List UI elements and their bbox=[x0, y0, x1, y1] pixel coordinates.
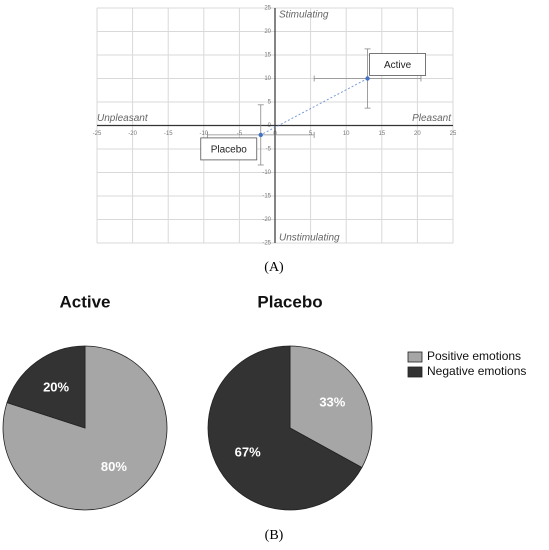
pie-title: Placebo bbox=[257, 292, 322, 311]
y-tick-label: 15 bbox=[264, 53, 271, 59]
pie-slice bbox=[289, 345, 373, 469]
legend-swatch bbox=[407, 351, 423, 363]
callout-box bbox=[200, 137, 258, 161]
x-tick-label: 10 bbox=[343, 131, 350, 137]
y-tick-label: -5 bbox=[266, 147, 272, 153]
x-tick-label: -15 bbox=[164, 131, 173, 137]
x-tick-label: -25 bbox=[93, 131, 102, 137]
x-tick-label: -20 bbox=[128, 131, 137, 137]
axis-label: Stimulating bbox=[279, 10, 329, 21]
pie-slice bbox=[207, 345, 363, 511]
y-tick-label: 10 bbox=[264, 76, 271, 82]
trend-line bbox=[260, 78, 368, 136]
value-label: 67% bbox=[235, 444, 261, 459]
y-tick-label: -15 bbox=[262, 194, 271, 200]
y-tick-label: -25 bbox=[262, 241, 271, 247]
y-tick-label: -20 bbox=[262, 217, 271, 223]
x-tick-label: 25 bbox=[450, 131, 457, 137]
value-label: 80% bbox=[101, 459, 127, 474]
x-tick-label: 20 bbox=[414, 131, 421, 137]
axis-label: Pleasant bbox=[412, 113, 452, 124]
y-tick-label: 20 bbox=[264, 29, 271, 35]
value-label: 20% bbox=[43, 380, 69, 395]
x-tick-label: 5 bbox=[309, 131, 313, 137]
x-tick-label: 15 bbox=[378, 131, 385, 137]
point bbox=[365, 76, 370, 81]
x-tick-label: -10 bbox=[199, 131, 208, 137]
pie-slice bbox=[6, 345, 86, 429]
legend-label: Negative emotions bbox=[427, 364, 526, 378]
y-tick-label: 5 bbox=[268, 100, 272, 106]
legend-label: Positive emotions bbox=[427, 349, 521, 363]
panel-label: (A) bbox=[264, 260, 284, 275]
y-tick-label: -10 bbox=[262, 170, 271, 176]
panel-label: (B) bbox=[265, 528, 284, 543]
pie-title: Active bbox=[59, 292, 110, 311]
series-label: Active bbox=[384, 60, 412, 71]
callout-box bbox=[369, 53, 426, 76]
axis-label: Unpleasant bbox=[97, 113, 149, 124]
point bbox=[258, 132, 263, 138]
value-label: 33% bbox=[319, 394, 345, 409]
axis-label: Unstimulating bbox=[279, 233, 340, 244]
legend-swatch bbox=[407, 366, 423, 378]
x-tick-label: -5 bbox=[237, 131, 243, 137]
y-tick-label: 25 bbox=[264, 6, 271, 12]
series-label: Placebo bbox=[211, 145, 248, 156]
